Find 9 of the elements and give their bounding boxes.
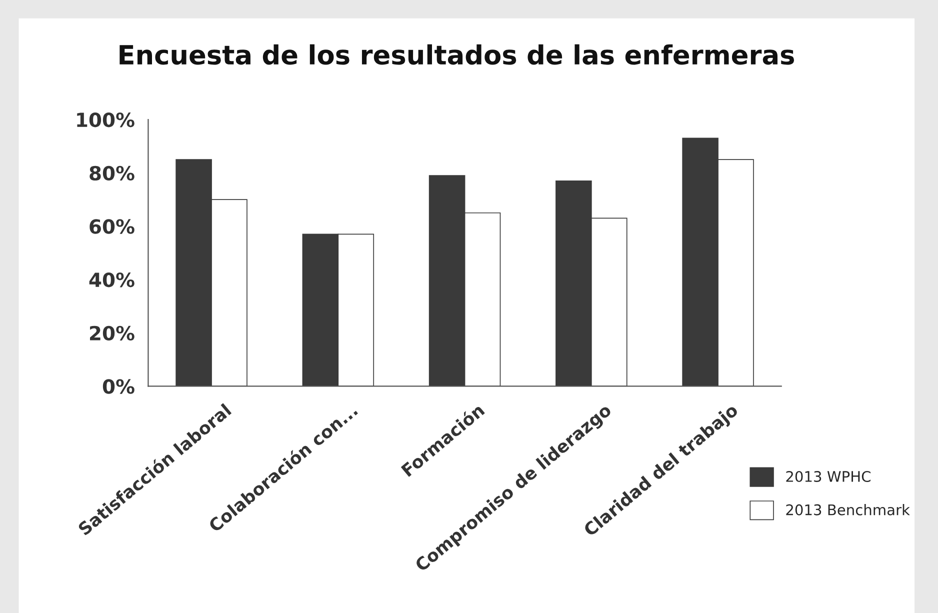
y-tick-label: 80%: [90, 166, 134, 181]
y-tick-label: 0%: [102, 379, 134, 394]
legend-label: 2013 Benchmark: [786, 504, 910, 516]
chart-title: Encuesta de los resultados de las enfermeras: [120, 44, 794, 65]
legend-label: 2013 WPHC: [786, 470, 870, 482]
y-tick-label: 100%: [77, 112, 134, 128]
y-tick-label: 40%: [89, 272, 134, 288]
y-tick-label: 20%: [90, 326, 134, 341]
y-tick-label: 60%: [90, 219, 134, 234]
